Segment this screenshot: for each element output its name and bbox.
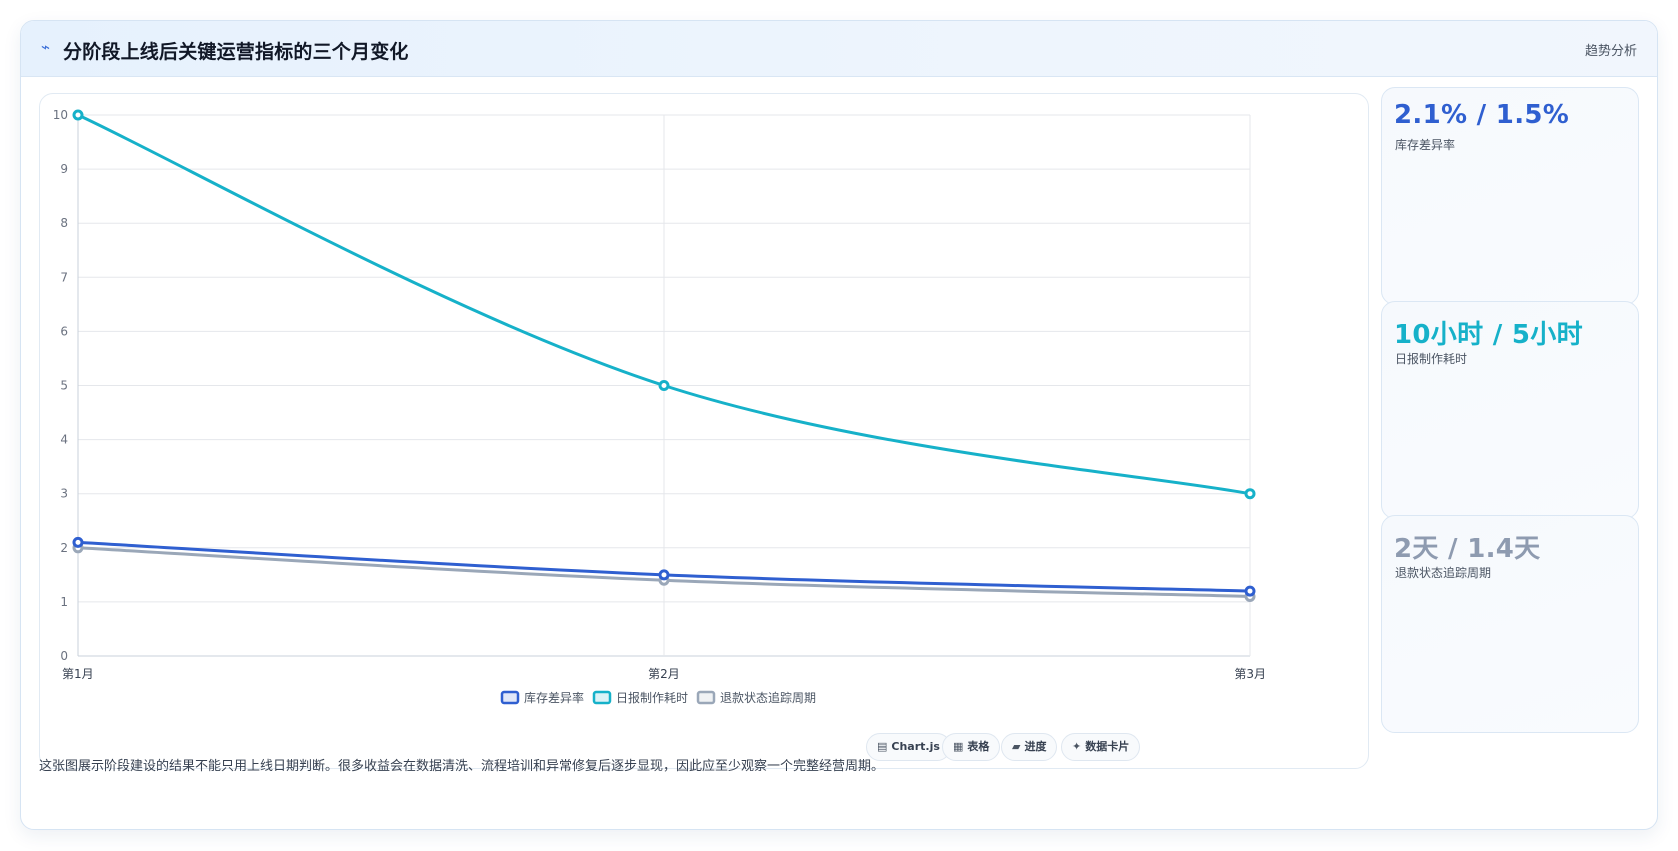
y-tick-label: 6 — [60, 324, 68, 338]
page-title: 分阶段上线后关键运营指标的三个月变化 — [63, 41, 409, 63]
data-point — [72, 109, 84, 121]
y-tick-label: 0 — [60, 649, 68, 663]
legend-label: 退款状态追踪周期 — [720, 690, 816, 705]
x-tick-label: 第1月 — [62, 667, 94, 681]
legend-swatch — [500, 690, 520, 705]
data-point — [1244, 488, 1256, 500]
data-point — [72, 536, 84, 548]
chip-progress[interactable]: ▰ 进度 — [1001, 733, 1058, 761]
chip-label: 进度 — [1024, 740, 1047, 753]
table-icon: ▦ — [953, 740, 964, 753]
trend-analysis-link[interactable]: 趋势分析 — [1584, 44, 1637, 59]
chart-icon: ▤ — [877, 740, 888, 753]
chip-label: 数据卡片 — [1085, 740, 1130, 753]
kpi-value: 2.1% / 1.5% — [1394, 100, 1570, 130]
y-tick-label: 9 — [60, 162, 68, 176]
legend-swatch — [592, 690, 612, 705]
x-tick-label: 第2月 — [648, 667, 680, 681]
chip-table[interactable]: ▦ 表格 — [942, 733, 1001, 761]
card-header: ⌁ 分阶段上线后关键运营指标的三个月变化 趋势分析 — [21, 21, 1657, 77]
kpi-label: 日报制作耗时 — [1395, 352, 1468, 366]
y-tick-label: 4 — [60, 433, 68, 447]
kpi-card-inventory: 2.1% / 1.5% 库存差异率 — [1381, 87, 1639, 305]
kpi-label: 库存差异率 — [1395, 138, 1456, 152]
kpi-label: 退款状态追踪周期 — [1395, 566, 1492, 580]
data-point — [658, 380, 670, 391]
y-tick-label: 8 — [60, 216, 68, 230]
y-tick-label: 3 — [60, 487, 68, 501]
y-tick-label: 5 — [60, 379, 68, 393]
legend-label: 日报制作耗时 — [616, 690, 688, 705]
x-tick-label: 第3月 — [1234, 667, 1266, 681]
chip-chartjs[interactable]: ▤ Chart.js — [866, 733, 951, 761]
y-tick-label: 2 — [60, 541, 68, 555]
y-tick-label: 10 — [53, 108, 68, 122]
chart-description: 这张图展示阶段建设的结果不能只用上线日期判断。很多收益会在数据清洗、流程培训和异… — [39, 759, 885, 774]
kpi-value: 2天 / 1.4天 — [1394, 534, 1541, 564]
progress-icon: ▰ — [1012, 740, 1021, 753]
chip-label: 表格 — [967, 740, 990, 753]
chip-label: Chart.js — [891, 740, 940, 753]
chart-card: ⌁ 分阶段上线后关键运营指标的三个月变化 趋势分析 0 1 2 3 4 5 6 7 8 9 10 第1… — [20, 20, 1658, 830]
data-point — [1244, 585, 1256, 597]
kpi-card-daily-report: 10小时 / 5小时 日报制作耗时 — [1381, 301, 1639, 519]
pulse-icon: ⌁ — [41, 38, 51, 56]
sparkle-icon: ✦ — [1072, 740, 1082, 753]
data-point — [658, 569, 670, 581]
kpi-value: 10小时 / 5小时 — [1394, 320, 1583, 350]
y-tick-label: 7 — [60, 270, 68, 284]
chart-panel: 0 1 2 3 4 5 6 7 8 9 10 第1月 第2月 第3月库存差异率 日报制作耗时 退款状态追踪周期 — [39, 93, 1369, 769]
chip-data-card[interactable]: ✦ 数据卡片 — [1061, 733, 1141, 761]
y-tick-label: 1 — [60, 595, 68, 609]
kpi-card-refund-tracking: 2天 / 1.4天 退款状态追踪周期 — [1381, 515, 1639, 733]
legend-swatch — [696, 690, 716, 705]
legend-label: 库存差异率 — [524, 690, 584, 705]
